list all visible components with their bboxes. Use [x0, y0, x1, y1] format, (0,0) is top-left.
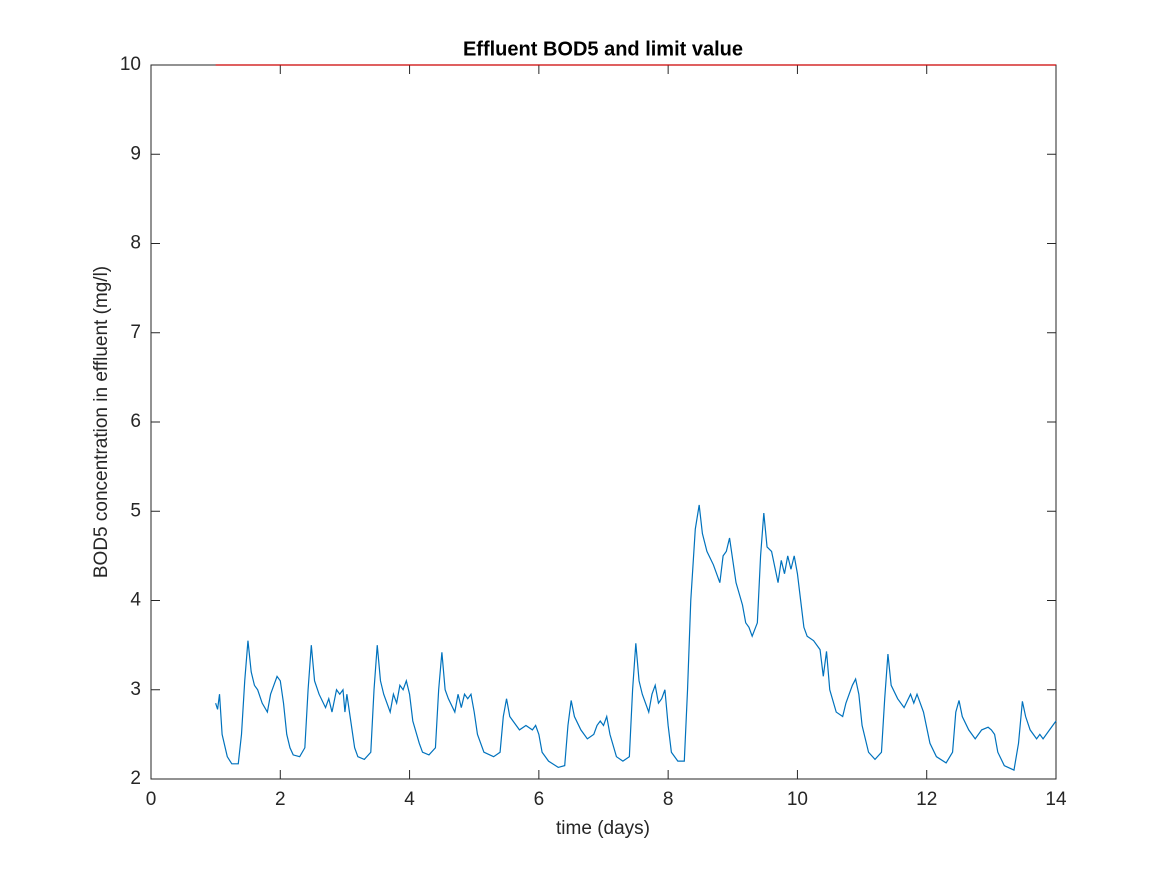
x-tick-label: 2	[275, 789, 286, 810]
x-tick-label: 0	[146, 789, 157, 810]
data-line	[215, 504, 1057, 771]
x-tick-label: 14	[1045, 789, 1067, 810]
x-tick-label: 10	[787, 789, 808, 810]
x-tick-label: 8	[663, 789, 674, 810]
y-tick-label: 7	[130, 322, 141, 343]
y-tick-label: 5	[130, 500, 141, 521]
y-tick-label: 10	[120, 54, 141, 75]
y-tick-label: 6	[130, 411, 141, 432]
y-axis-label: BOD5 concentration in effluent (mg/l)	[91, 266, 112, 578]
y-tick-label: 4	[130, 590, 141, 611]
chart-title: Effluent BOD5 and limit value	[463, 38, 743, 60]
x-tick-label: 6	[534, 789, 545, 810]
y-tick-label: 9	[130, 143, 141, 164]
x-axis-label: time (days)	[556, 818, 650, 839]
y-tick-label: 8	[130, 233, 141, 254]
x-tick-label: 4	[404, 789, 415, 810]
y-tick-label: 3	[130, 679, 141, 700]
x-tick-label: 12	[916, 789, 937, 810]
plot-area	[150, 64, 1057, 780]
y-tick-label: 2	[130, 768, 141, 789]
